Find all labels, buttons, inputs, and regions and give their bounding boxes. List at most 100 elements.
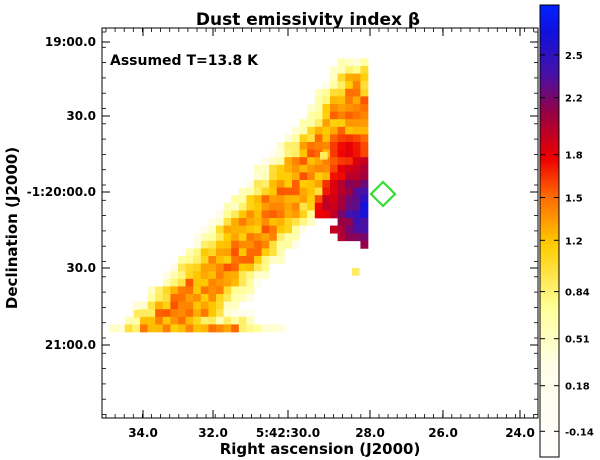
map-cell [155,301,164,310]
y-tick-label: 21:00.0 [45,338,96,352]
map-cell [238,187,247,196]
map-cell [330,111,338,120]
map-cell [223,301,232,310]
map-cell [261,157,270,166]
peak-marker-diamond [369,180,397,208]
map-cell [246,240,255,249]
map-cell [330,142,338,150]
map-cell [330,210,338,219]
map-cell [269,149,278,158]
map-cell [314,126,323,135]
map-cell [238,248,247,257]
map-cell [238,294,247,302]
map-cell [337,225,346,234]
map-cell [352,157,361,166]
map-cell [322,88,331,97]
map-cell [208,309,217,318]
emissivity-map [109,58,369,333]
map-cell [231,271,240,280]
map-cell [314,210,323,219]
map-cell [269,233,278,242]
map-cell [307,157,316,166]
map-cell [246,263,255,272]
map-cell [337,233,346,242]
map-cell [223,248,232,257]
map-cell [216,271,224,280]
map-cell [330,119,338,128]
map-cell [292,218,300,226]
map-cell [231,240,240,249]
map-cell [200,316,209,325]
map-cell [337,195,346,204]
map-cell [284,164,293,173]
map-cell [200,240,209,249]
map-cell [185,286,194,295]
map-cell [261,233,270,242]
map-cell [208,278,217,287]
map-cell [322,187,331,196]
map-cell [231,324,240,333]
map-cell [246,309,255,318]
map-cell [330,149,338,158]
colorbar-tick-label: 2.2 [565,94,583,105]
map-cell [162,316,171,325]
map-cell [299,218,308,226]
map-cell [284,202,293,211]
map-cell [314,149,323,158]
map-cell [231,256,240,264]
map-cell [352,202,361,211]
map-cell [292,233,300,242]
map-cell [314,180,323,188]
map-cell [360,96,369,105]
map-cell [231,316,240,325]
map-cell [307,134,316,143]
map-cell [170,286,179,295]
map-cell [254,324,262,333]
map-cell [352,142,361,150]
map-cell [200,271,209,280]
map-cell [276,233,285,242]
map-cell [307,142,316,150]
map-cell [299,157,308,166]
map-cell [307,111,316,120]
map-cell [269,187,278,196]
map-cell [223,263,232,272]
colorbar-tick-label: 0.18 [565,382,590,393]
map-cell [314,104,323,112]
map-cell [284,134,293,143]
map-cell [254,278,262,287]
map-cell [322,81,331,90]
map-cell [314,96,323,105]
map-cell [337,218,346,226]
map-cell [231,286,240,295]
map-cell [208,240,217,249]
map-cell [254,172,262,181]
map-cell [216,225,224,234]
map-cell [193,233,202,242]
map-cell [200,278,209,287]
x-tick-label: 28.0 [355,426,385,440]
map-cell [337,66,346,74]
map-cell [238,309,247,318]
map-cell [292,126,300,135]
map-cell [307,210,316,219]
map-cell [178,316,186,325]
map-cell [307,195,316,204]
map-cell [352,187,361,196]
map-cell [170,278,179,287]
map-cell [345,104,354,112]
map-cell [352,126,361,135]
map-cell [223,233,232,242]
map-cell [231,218,240,226]
map-cell [170,316,179,325]
map-cell [284,233,293,242]
map-cell [155,286,164,295]
map-cell [360,240,369,249]
map-cell [322,96,331,105]
map-cell [147,286,156,295]
map-cell [254,233,262,242]
map-cell [216,248,224,257]
map-cell [246,180,255,188]
map-cell [216,240,224,249]
map-cell [345,149,354,158]
